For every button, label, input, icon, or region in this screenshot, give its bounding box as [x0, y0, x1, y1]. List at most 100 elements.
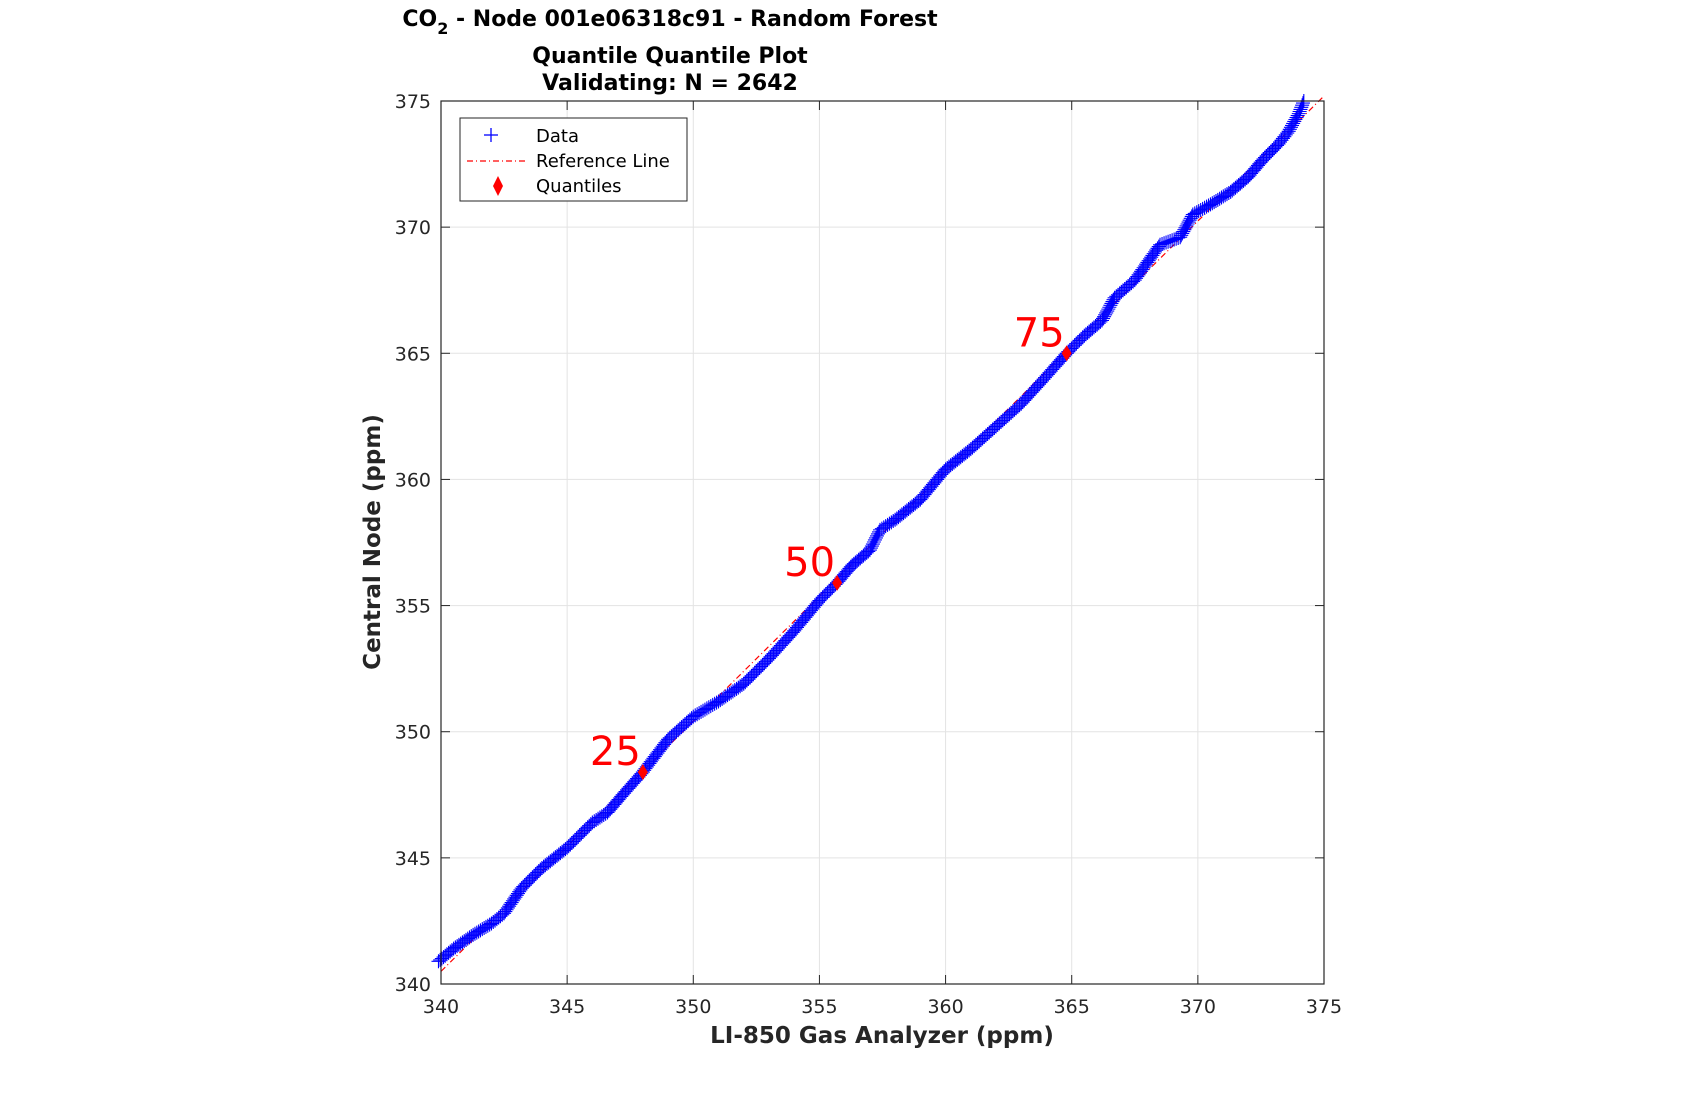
data-point — [594, 809, 609, 824]
data-point — [1136, 260, 1151, 275]
data-point — [1189, 205, 1204, 220]
data-point — [458, 932, 473, 947]
legend-quantiles-marker — [493, 176, 503, 196]
data-point — [722, 686, 737, 701]
x-tick-label: 360 — [927, 996, 963, 1018]
legend-data-label: Data — [536, 126, 579, 147]
data-point — [1195, 201, 1210, 216]
data-point — [591, 811, 606, 826]
data-point — [505, 893, 520, 908]
data-point — [482, 917, 497, 932]
data-point — [1129, 271, 1144, 286]
data-point — [865, 537, 880, 552]
x-tick-label: 375 — [1306, 996, 1342, 1018]
reference-line-group — [440, 95, 1325, 972]
axes-box — [440, 100, 1325, 985]
data-point — [1180, 216, 1195, 231]
data-point — [886, 514, 901, 529]
data-point — [1280, 126, 1295, 141]
title-line-2: Quantile Quantile Plot — [532, 44, 808, 69]
data-point — [1175, 226, 1190, 241]
data-point — [1212, 191, 1227, 206]
data-point — [1147, 244, 1162, 259]
data-point — [1102, 300, 1117, 315]
y-tick-label: 370 — [395, 217, 431, 239]
data-point — [707, 696, 722, 711]
data-point — [1144, 250, 1159, 265]
data-point — [1157, 236, 1172, 251]
legend-reference-label: Reference Line — [536, 151, 670, 172]
data-point — [1099, 305, 1114, 320]
data-point — [880, 517, 895, 532]
data-point — [1295, 96, 1310, 111]
data-point — [451, 937, 466, 952]
data-point — [1282, 122, 1297, 137]
data-point — [1134, 264, 1149, 279]
data-point — [1205, 196, 1220, 211]
data-point — [585, 815, 600, 830]
data-point — [882, 516, 897, 531]
quantile-label: 25 — [590, 729, 641, 775]
data-point — [1104, 296, 1119, 311]
data-point — [1203, 197, 1218, 212]
data-point — [1187, 206, 1202, 221]
data-point — [498, 904, 513, 919]
data-point — [1098, 307, 1113, 322]
data-point — [1141, 253, 1156, 268]
data-point — [1288, 112, 1303, 127]
data-point — [1185, 207, 1200, 222]
data-point — [1216, 189, 1231, 204]
x-tick-label: 355 — [801, 996, 837, 1018]
data-point — [695, 703, 710, 718]
data-point — [1286, 116, 1301, 131]
data-point — [464, 929, 479, 944]
data-point — [457, 934, 472, 949]
quantile-marker — [637, 764, 648, 781]
data-point — [504, 895, 519, 910]
data-point — [1290, 108, 1305, 123]
data-point — [1208, 193, 1223, 208]
data-point — [701, 700, 716, 715]
data-point — [1161, 234, 1176, 249]
data-point — [1278, 127, 1293, 142]
data-point — [502, 899, 517, 914]
data-point — [724, 685, 739, 700]
data-point — [863, 541, 878, 556]
data-point — [1149, 243, 1164, 258]
y-tick-label: 345 — [395, 848, 431, 870]
data-point — [690, 707, 705, 722]
quantile-label: 75 — [1014, 310, 1065, 356]
data-point — [467, 926, 482, 941]
data-point — [510, 886, 525, 901]
data-point — [1105, 294, 1120, 309]
data-point — [870, 526, 885, 541]
data-point — [499, 902, 514, 917]
data-point — [1130, 269, 1145, 284]
data-point — [1207, 195, 1222, 210]
data-point — [686, 709, 701, 724]
data-point — [473, 923, 488, 938]
quantile-markers: 25 50 75 — [590, 310, 1072, 781]
y-tick-label: 355 — [395, 596, 431, 618]
chart-title: CO2 - Node 001e06318c91 - Random Forest … — [402, 7, 938, 96]
data-point — [715, 691, 730, 706]
data-point — [869, 528, 884, 543]
data-point — [1140, 255, 1155, 270]
data-point — [1283, 120, 1298, 135]
data-point — [1153, 237, 1168, 252]
data-point — [692, 706, 707, 721]
data-point — [1191, 204, 1206, 219]
data-point — [1094, 313, 1109, 328]
data-point — [1167, 232, 1182, 247]
data-point — [446, 941, 461, 956]
data-point — [1135, 262, 1150, 277]
data-point — [1155, 237, 1170, 252]
data-point — [725, 684, 740, 699]
title-line-3: Validating: N = 2642 — [542, 71, 798, 96]
data-point — [503, 897, 518, 912]
data-point — [1181, 215, 1196, 230]
data-point — [478, 919, 493, 934]
data-point — [1159, 235, 1174, 250]
x-tick-label: 365 — [1054, 996, 1090, 1018]
data-point — [884, 515, 899, 530]
